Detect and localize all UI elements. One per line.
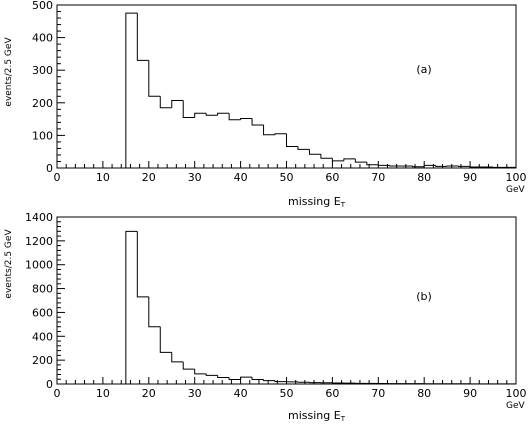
x-tick-label: 100 — [506, 171, 527, 184]
histogram-bin — [251, 118, 264, 126]
histogram-bin — [136, 13, 149, 61]
x-tick-label: 0 — [54, 387, 61, 400]
x-tick-label: 70 — [371, 171, 385, 184]
x-unit-label: GeV — [506, 185, 526, 195]
x-tick-label: 80 — [417, 171, 431, 184]
histogram-bin — [331, 158, 344, 162]
histogram-bin — [148, 296, 161, 328]
y-tick-label: 200 — [32, 97, 53, 110]
x-tick-label: 80 — [417, 387, 431, 400]
x-tick-label: 40 — [234, 171, 248, 184]
y-tick-label: 1000 — [25, 259, 53, 272]
y-axis-label: events/2.5 GeV — [4, 229, 14, 299]
histogram-bin — [205, 113, 218, 116]
histogram-bin — [274, 380, 287, 383]
histogram-bin — [343, 158, 356, 161]
histogram-bin — [240, 117, 253, 120]
x-tick-label: 20 — [142, 387, 156, 400]
x-tick-label: 0 — [54, 171, 61, 184]
histogram-bin — [194, 369, 207, 375]
histogram-bin — [274, 133, 287, 135]
x-tick-label: 50 — [280, 171, 294, 184]
histogram-bin — [228, 377, 241, 380]
x-axis-label-subscript: T — [340, 415, 346, 423]
x-tick-label: 10 — [96, 387, 110, 400]
histogram-bin — [389, 165, 402, 167]
x-tick-label: 40 — [234, 387, 248, 400]
y-tick-label: 100 — [32, 129, 53, 142]
y-tick-label: 400 — [32, 330, 53, 343]
histogram-bin — [125, 230, 138, 384]
histogram-bin — [377, 164, 390, 166]
histogram-bin — [125, 12, 138, 168]
x-tick-label: 30 — [188, 387, 202, 400]
histogram-bin — [217, 375, 230, 378]
x-tick-label: 60 — [325, 171, 339, 184]
panel-label: (b) — [416, 290, 432, 303]
histogram-bin — [240, 376, 253, 380]
histogram-bin — [194, 112, 207, 118]
x-tick-label: 10 — [96, 171, 110, 184]
histogram-bin — [159, 96, 172, 109]
histogram-bin — [136, 231, 149, 298]
histogram-bin — [412, 166, 425, 168]
histogram-bin — [435, 165, 448, 167]
histogram-bin — [354, 158, 367, 163]
y-tick-label: 200 — [32, 354, 53, 367]
histogram-bin — [228, 113, 241, 121]
y-tick-label: 300 — [32, 64, 53, 77]
x-axis-label: missing ET — [288, 195, 346, 209]
histogram-bin — [366, 162, 379, 166]
x-tick-label: 70 — [371, 387, 385, 400]
y-axis-label: events/2.5 GeV — [4, 37, 14, 107]
histogram-bin — [251, 377, 264, 380]
x-tick-label: 90 — [463, 387, 477, 400]
x-tick-label: 60 — [325, 387, 339, 400]
x-axis-label-subscript: T — [340, 201, 346, 209]
histogram-bin — [469, 166, 482, 168]
histogram-bin — [263, 124, 276, 136]
y-tick-label: 800 — [32, 283, 53, 296]
histogram-bin — [217, 112, 230, 116]
y-tick-label: 0 — [46, 162, 53, 175]
x-tick-label: 100 — [506, 387, 527, 400]
histogram-bin — [423, 164, 436, 167]
x-tick-label: 90 — [463, 171, 477, 184]
x-unit-label: GeV — [506, 401, 526, 411]
panel-label: (a) — [416, 63, 431, 76]
y-tick-label: 500 — [32, 0, 53, 12]
panel-a: 0 10 20 30 40 50 60 70 80 90 100GeV010020030040050… — [4, 0, 527, 209]
y-tick-label: 1400 — [25, 211, 53, 224]
x-tick-label: 20 — [142, 171, 156, 184]
y-tick-label: 600 — [32, 306, 53, 319]
histogram-bin — [171, 100, 184, 108]
histogram-bin — [297, 146, 310, 150]
y-tick-label: 400 — [32, 32, 53, 45]
histogram-bin — [182, 361, 195, 370]
x-axis-label: missing ET — [288, 409, 346, 423]
x-tick-label: 50 — [280, 387, 294, 400]
histogram-bin — [171, 352, 184, 363]
y-tick-label: 1200 — [25, 235, 53, 248]
histogram-bin — [286, 133, 298, 147]
histogram-bin — [182, 100, 195, 118]
x-tick-label: 30 — [188, 171, 202, 184]
histogram-bin — [205, 373, 218, 376]
histogram-bin — [320, 154, 333, 159]
histogram-bin — [148, 60, 161, 97]
histogram-bin — [159, 326, 172, 353]
histogram-bin — [308, 149, 321, 155]
y-tick-label: 0 — [46, 378, 53, 391]
histogram-bin — [263, 379, 276, 382]
